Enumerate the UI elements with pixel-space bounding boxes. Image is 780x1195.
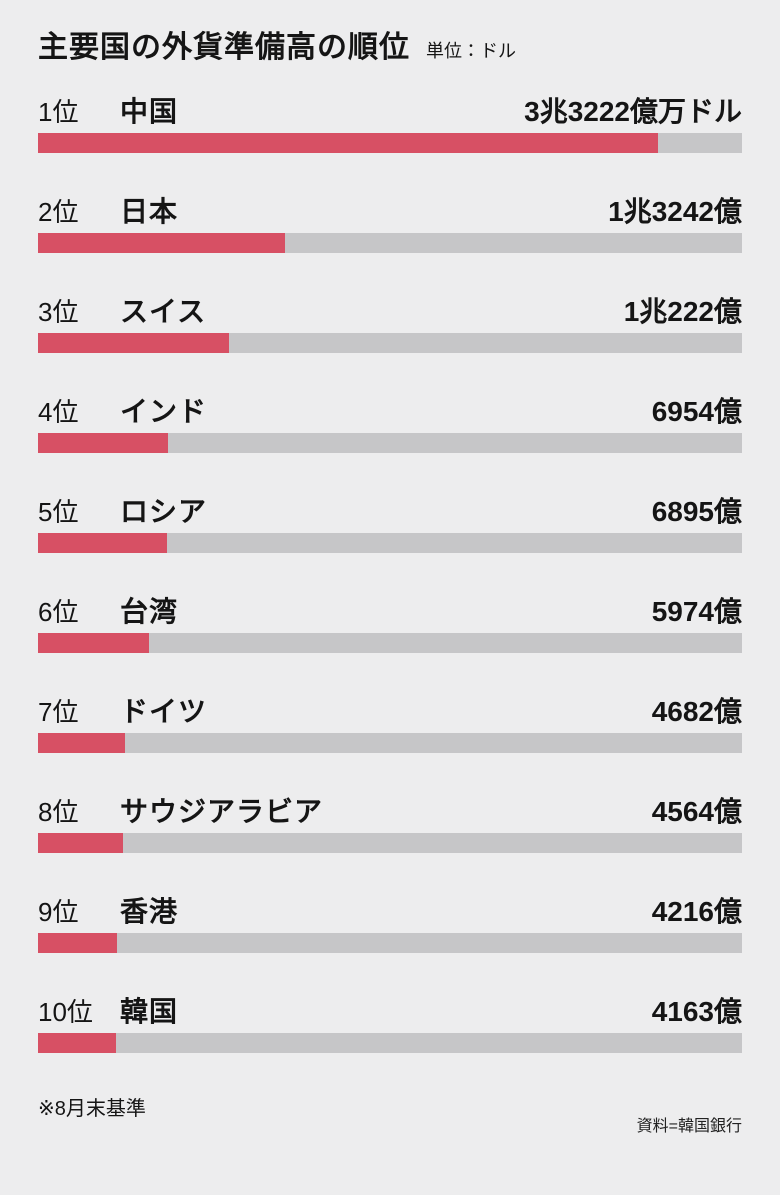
row-head: 3位 スイス 1兆222億 <box>38 278 742 327</box>
rank-label: 7位 <box>38 697 79 727</box>
bar-track <box>38 133 742 153</box>
value-label: 4216億 <box>651 896 742 927</box>
bar-track <box>38 333 742 353</box>
bar-fill <box>38 233 285 253</box>
bar-track <box>38 833 742 853</box>
ranking-row: 4位 インド 6954億 <box>38 378 742 478</box>
value-label: 5974億 <box>651 596 742 627</box>
bar-track <box>38 233 742 253</box>
source-credit: 資料=韓国銀行 <box>636 1118 742 1135</box>
country-label: 日本 <box>120 196 179 227</box>
value-label: 6895億 <box>651 496 742 527</box>
country-label: サウジアラビア <box>120 796 324 827</box>
ranking-row: 7位 ドイツ 4682億 <box>38 678 742 778</box>
rank-label: 4位 <box>38 397 79 427</box>
country-label: 香港 <box>120 896 179 927</box>
bar-fill <box>38 333 229 353</box>
bar-track <box>38 1033 742 1053</box>
rank-label: 10位 <box>38 997 93 1027</box>
ranking-row: 6位 台湾 5974億 <box>38 578 742 678</box>
bar-fill <box>38 933 117 953</box>
chart-footer: ※8月末基準 資料=韓国銀行 <box>38 1092 742 1136</box>
bar-fill <box>38 533 167 553</box>
country-label: ドイツ <box>120 696 208 727</box>
ranking-row: 8位 サウジアラビア 4564億 <box>38 778 742 878</box>
row-head: 2位 日本 1兆3242億 <box>38 178 742 227</box>
bar-track <box>38 933 742 953</box>
value-label: 4163億 <box>651 996 742 1027</box>
bar-fill <box>38 1033 116 1053</box>
value-label: 1兆222億 <box>623 296 742 327</box>
bar-track <box>38 533 742 553</box>
ranking-row: 1位 中国 3兆3222億万ドル <box>38 78 742 178</box>
ranking-row: 9位 香港 4216億 <box>38 878 742 978</box>
ranking-row: 2位 日本 1兆3242億 <box>38 178 742 278</box>
row-head: 8位 サウジアラビア 4564億 <box>38 778 742 827</box>
row-head: 6位 台湾 5974億 <box>38 578 742 627</box>
bar-track <box>38 733 742 753</box>
bar-fill <box>38 633 150 653</box>
rank-label: 1位 <box>38 97 79 127</box>
bar-fill <box>38 133 658 153</box>
bar-track <box>38 633 742 653</box>
rank-label: 3位 <box>38 297 79 327</box>
country-label: ロシア <box>120 496 208 527</box>
value-label: 4564億 <box>651 796 742 827</box>
value-label: 6954億 <box>651 396 742 427</box>
rank-label: 5位 <box>38 497 79 527</box>
rank-label: 6位 <box>38 597 79 627</box>
value-label: 3兆3222億万ドル <box>524 96 742 127</box>
rows: 1位 中国 3兆3222億万ドル 2位 日本 1兆3242億 3位 スイス 1兆… <box>38 78 742 1078</box>
bar-fill <box>38 733 126 753</box>
chart-header: 主要国の外貨準備高の順位 単位：ドル <box>38 0 742 78</box>
country-label: インド <box>120 396 208 427</box>
ranking-row: 3位 スイス 1兆222億 <box>38 278 742 378</box>
rank-label: 9位 <box>38 897 79 927</box>
chart-title: 主要国の外貨準備高の順位 <box>38 31 410 64</box>
bar-fill <box>38 433 168 453</box>
country-label: スイス <box>120 296 207 327</box>
row-head: 4位 インド 6954億 <box>38 378 742 427</box>
row-head: 7位 ドイツ 4682億 <box>38 678 742 727</box>
bar-track <box>38 433 742 453</box>
bar-fill <box>38 833 124 853</box>
rank-label: 8位 <box>38 797 79 827</box>
row-head: 9位 香港 4216億 <box>38 878 742 927</box>
country-label: 中国 <box>120 96 179 127</box>
row-head: 1位 中国 3兆3222億万ドル <box>38 78 742 127</box>
ranking-row: 10位 韓国 4163億 <box>38 978 742 1078</box>
rank-label: 2位 <box>38 197 79 227</box>
country-label: 韓国 <box>120 996 179 1027</box>
row-head: 5位 ロシア 6895億 <box>38 478 742 527</box>
row-head: 10位 韓国 4163億 <box>38 978 742 1027</box>
footnote: ※8月末基準 <box>38 1098 146 1120</box>
ranking-row: 5位 ロシア 6895億 <box>38 478 742 578</box>
unit-label: 単位：ドル <box>426 41 516 61</box>
country-label: 台湾 <box>120 596 179 627</box>
value-label: 4682億 <box>651 696 742 727</box>
value-label: 1兆3242億 <box>608 196 742 227</box>
